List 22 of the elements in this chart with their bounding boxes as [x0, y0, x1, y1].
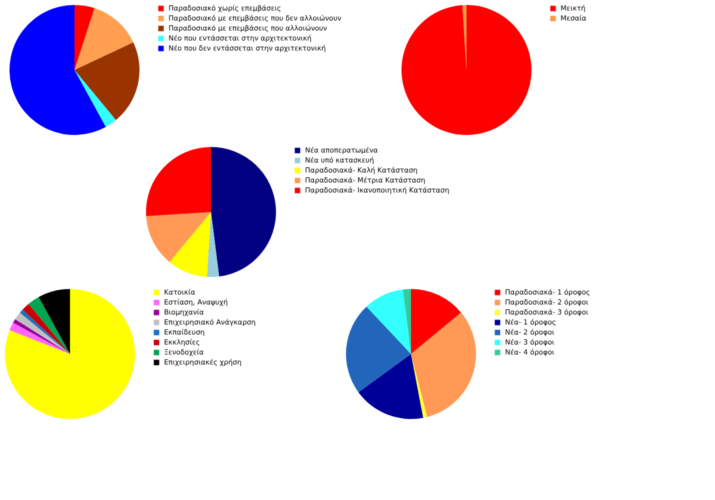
- pie-slice: [366, 290, 411, 354]
- pie-slice: [146, 147, 211, 216]
- pie-slice: [146, 212, 211, 262]
- pie-slice: [206, 212, 220, 277]
- pie-slice: [402, 289, 411, 354]
- pie-slice: [211, 147, 276, 276]
- pie-slice: [74, 42, 140, 120]
- pie-slice: [358, 354, 424, 419]
- pie-slice: [411, 354, 428, 418]
- pie-slice: [5, 289, 135, 419]
- pie-slice: [38, 289, 70, 354]
- pie-slice: [74, 8, 134, 70]
- pie-slice: [411, 289, 462, 354]
- pie-slice: [22, 304, 70, 354]
- pie-slice: [10, 5, 106, 135]
- pie-slice: [346, 306, 411, 392]
- pie-slice: [411, 312, 476, 417]
- pie-slice: [74, 5, 95, 70]
- pie-slice: [28, 297, 70, 354]
- pie-slice: [402, 5, 532, 135]
- pie-slice: [74, 70, 116, 127]
- pie-slice: [170, 212, 211, 277]
